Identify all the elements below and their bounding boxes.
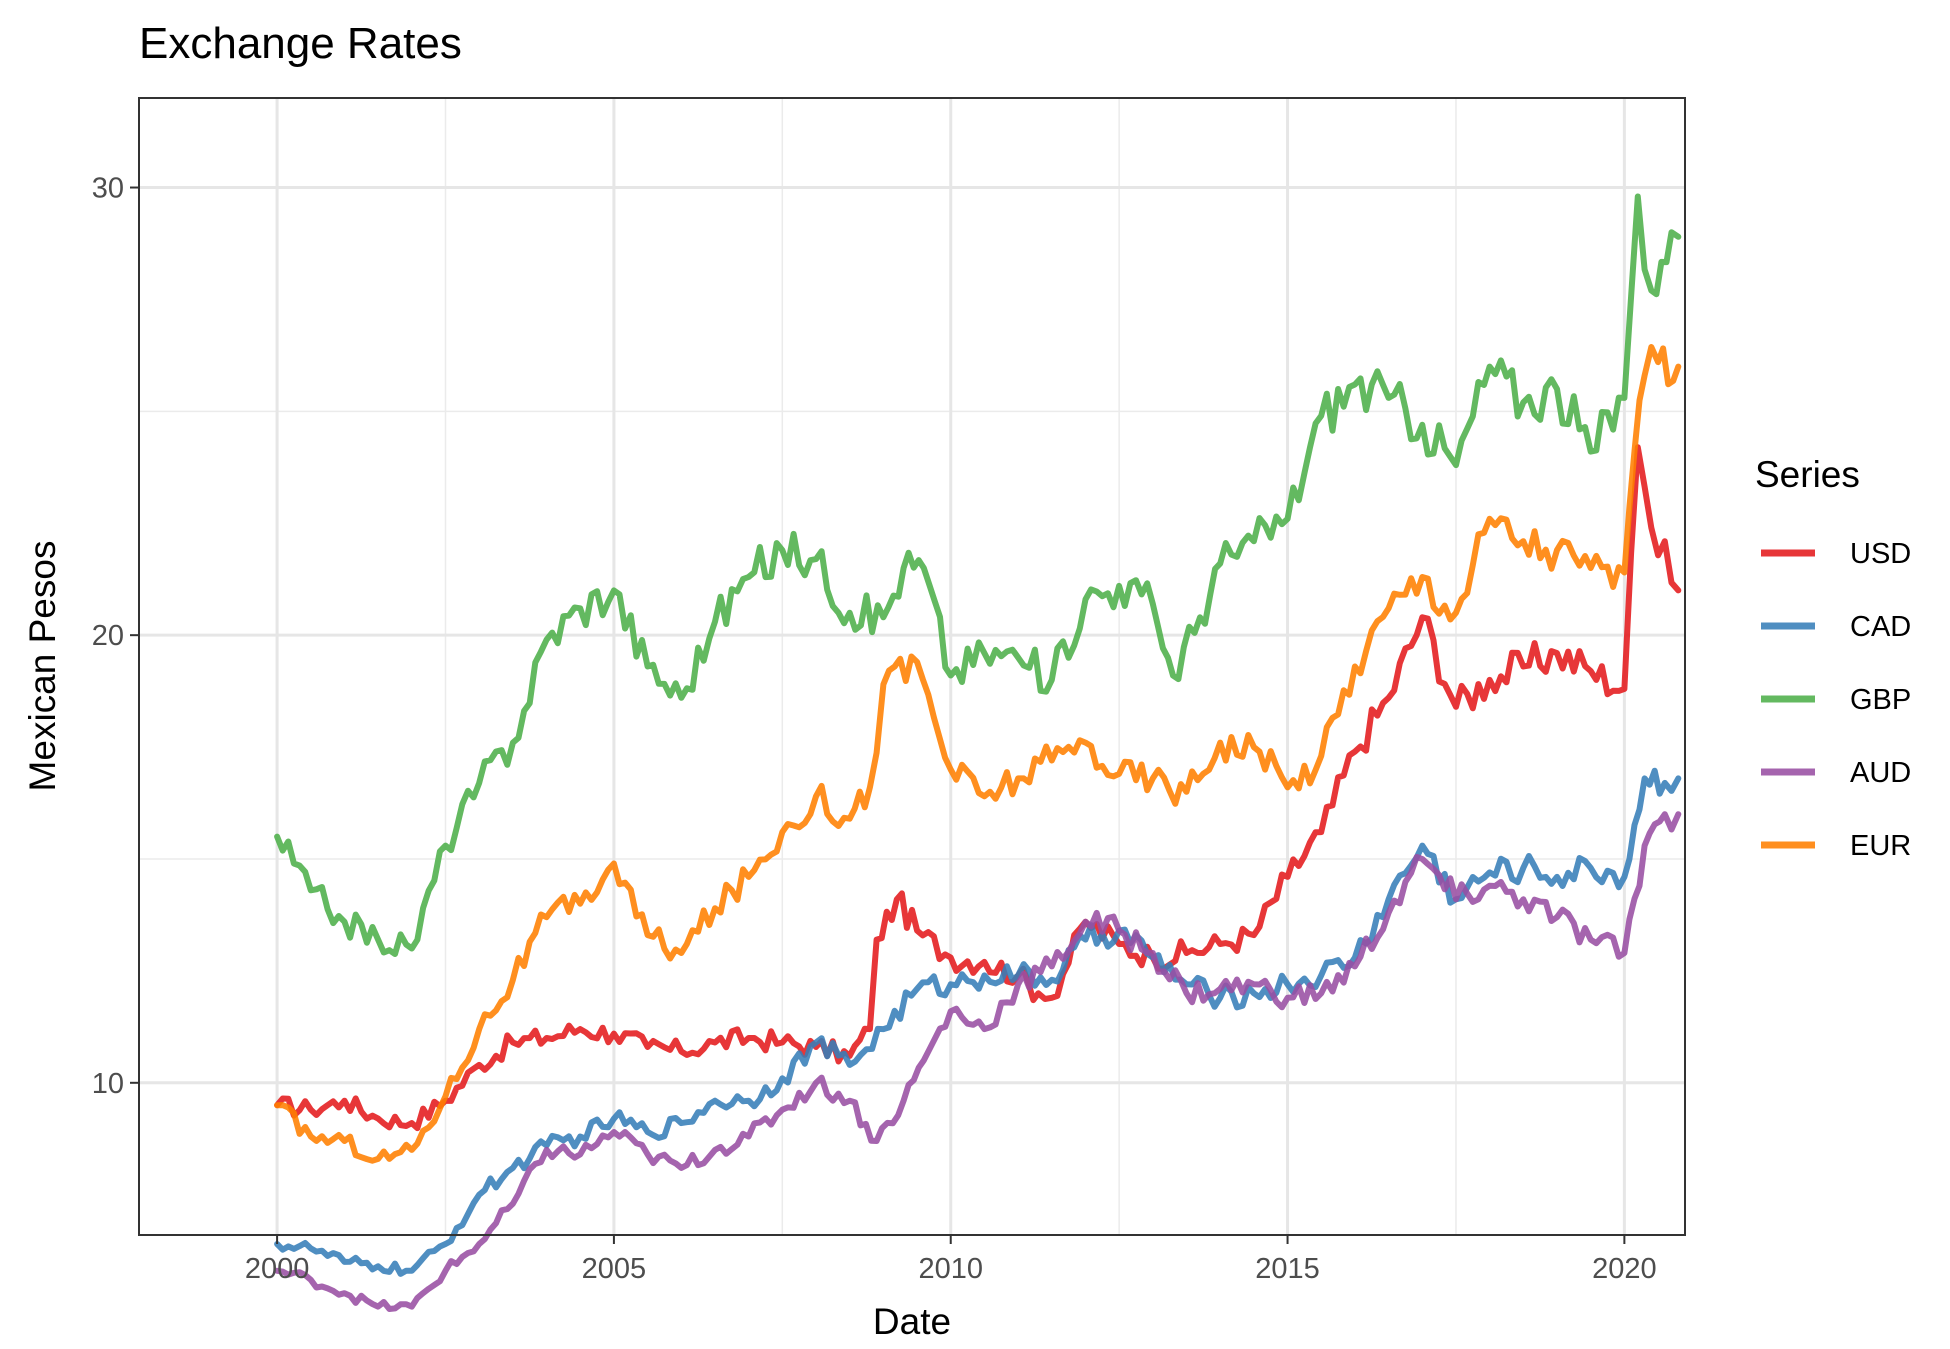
series-lines bbox=[274, 193, 1682, 1312]
legend-items: USD CAD GBP AUD EUR bbox=[1761, 538, 1911, 862]
y-axis: 10 20 30 bbox=[92, 173, 139, 1100]
y-axis-title: Mexican Pesos bbox=[22, 541, 63, 792]
plot-panel bbox=[138, 97, 1686, 1312]
x-tick-label: 2015 bbox=[1255, 1253, 1320, 1285]
plot-panel-border bbox=[138, 97, 1686, 1236]
x-tick-label: 2010 bbox=[918, 1253, 983, 1285]
x-tick-label: 2020 bbox=[1592, 1253, 1657, 1285]
legend-title: Series bbox=[1755, 454, 1860, 495]
x-tick-label: 2005 bbox=[582, 1253, 647, 1285]
x-axis-title: Date bbox=[873, 1301, 951, 1342]
legend-label-aud: AUD bbox=[1850, 757, 1911, 789]
chart-title: Exchange Rates bbox=[139, 19, 462, 68]
legend: Series USD CAD GBP AUD EUR bbox=[1755, 454, 1911, 862]
minor-gridlines bbox=[139, 98, 1685, 1235]
legend-label-gbp: GBP bbox=[1850, 684, 1911, 716]
y-tick-label: 20 bbox=[92, 620, 124, 652]
x-axis: 2000 2005 2010 2015 2020 bbox=[245, 1235, 1657, 1285]
series-line-usd bbox=[274, 444, 1682, 1132]
x-tick-label: 2000 bbox=[245, 1253, 310, 1285]
legend-label-eur: EUR bbox=[1850, 830, 1911, 862]
y-tick-label: 30 bbox=[92, 173, 124, 205]
legend-label-usd: USD bbox=[1850, 538, 1911, 570]
series-line-aud bbox=[274, 811, 1682, 1312]
series-line-gbp bbox=[274, 193, 1682, 957]
legend-label-cad: CAD bbox=[1850, 611, 1911, 643]
series-line-eur bbox=[274, 344, 1682, 1164]
y-tick-label: 10 bbox=[92, 1068, 124, 1100]
